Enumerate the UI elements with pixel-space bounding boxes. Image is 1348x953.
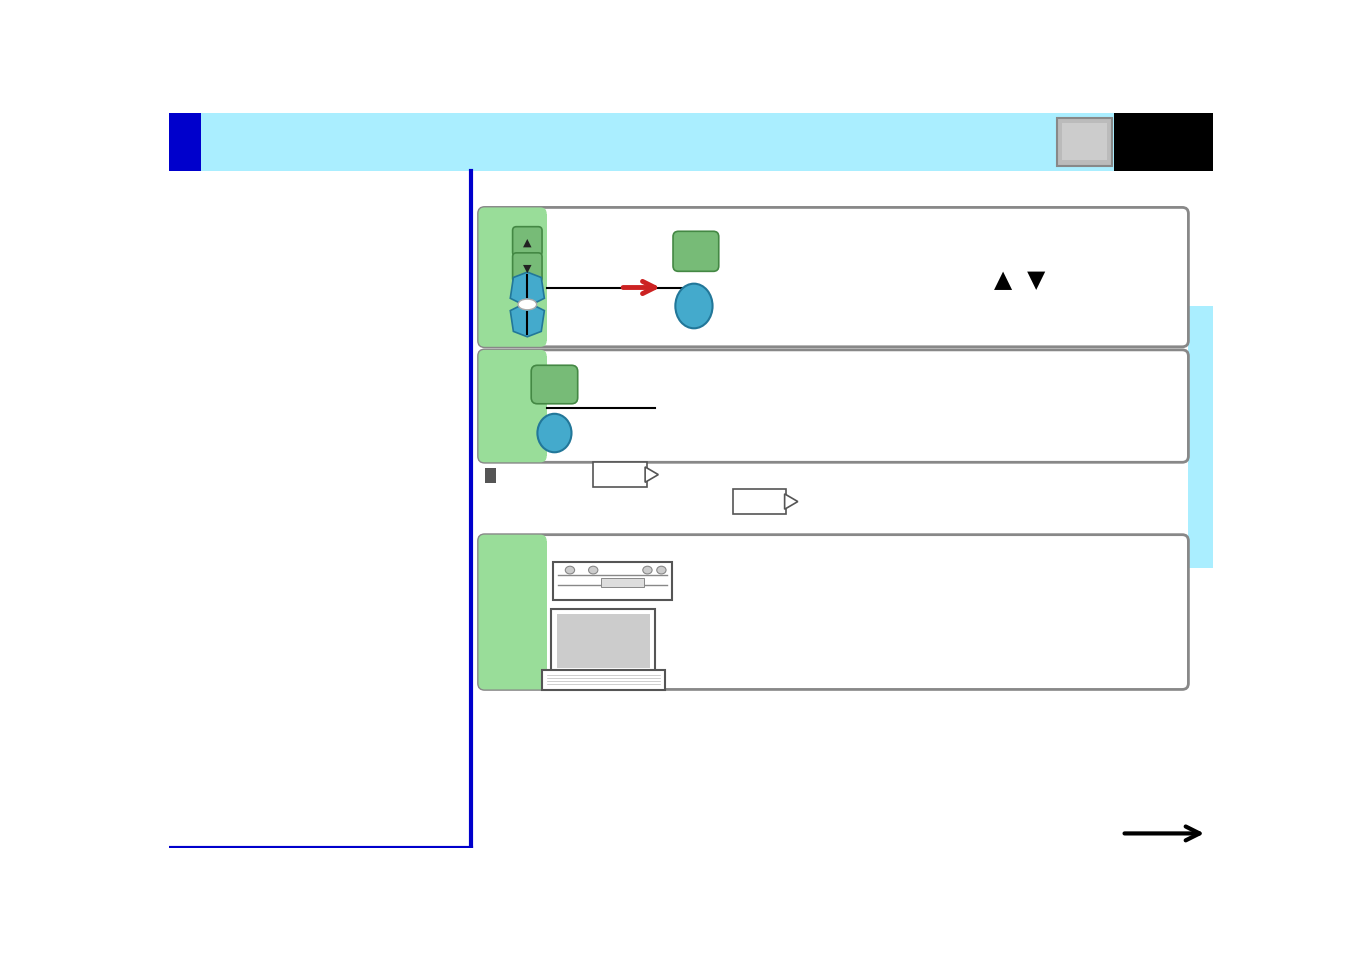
Ellipse shape — [589, 567, 599, 575]
Polygon shape — [511, 273, 545, 307]
Text: ▲: ▲ — [523, 237, 531, 247]
Bar — [557, 615, 650, 668]
FancyBboxPatch shape — [553, 563, 673, 600]
Ellipse shape — [675, 284, 713, 329]
FancyBboxPatch shape — [551, 609, 655, 674]
Polygon shape — [785, 495, 798, 510]
Bar — [601, 578, 643, 587]
Bar — [168, 114, 1213, 172]
FancyBboxPatch shape — [479, 535, 1189, 690]
Bar — [1113, 114, 1213, 172]
FancyBboxPatch shape — [593, 463, 647, 487]
FancyBboxPatch shape — [512, 228, 542, 256]
FancyBboxPatch shape — [542, 671, 666, 691]
FancyBboxPatch shape — [733, 490, 786, 515]
FancyBboxPatch shape — [479, 208, 547, 348]
Bar — [516, 356, 547, 456]
FancyBboxPatch shape — [673, 232, 718, 272]
FancyBboxPatch shape — [479, 351, 547, 463]
FancyBboxPatch shape — [479, 535, 547, 690]
FancyBboxPatch shape — [479, 351, 1189, 463]
Text: ▲  ▼: ▲ ▼ — [993, 268, 1045, 292]
FancyBboxPatch shape — [512, 253, 542, 283]
Polygon shape — [511, 304, 545, 337]
Bar — [485, 468, 496, 483]
FancyBboxPatch shape — [531, 366, 578, 404]
Ellipse shape — [518, 300, 537, 311]
FancyBboxPatch shape — [479, 208, 1189, 348]
Bar — [1062, 124, 1107, 161]
Bar — [516, 214, 547, 341]
Text: ▼: ▼ — [523, 263, 531, 274]
Bar — [168, 114, 201, 172]
Ellipse shape — [565, 567, 574, 575]
FancyBboxPatch shape — [1057, 119, 1112, 167]
Bar — [516, 541, 547, 683]
Polygon shape — [646, 467, 658, 483]
Ellipse shape — [538, 415, 572, 453]
Ellipse shape — [656, 567, 666, 575]
Bar — [1188, 307, 1213, 568]
Ellipse shape — [643, 567, 652, 575]
